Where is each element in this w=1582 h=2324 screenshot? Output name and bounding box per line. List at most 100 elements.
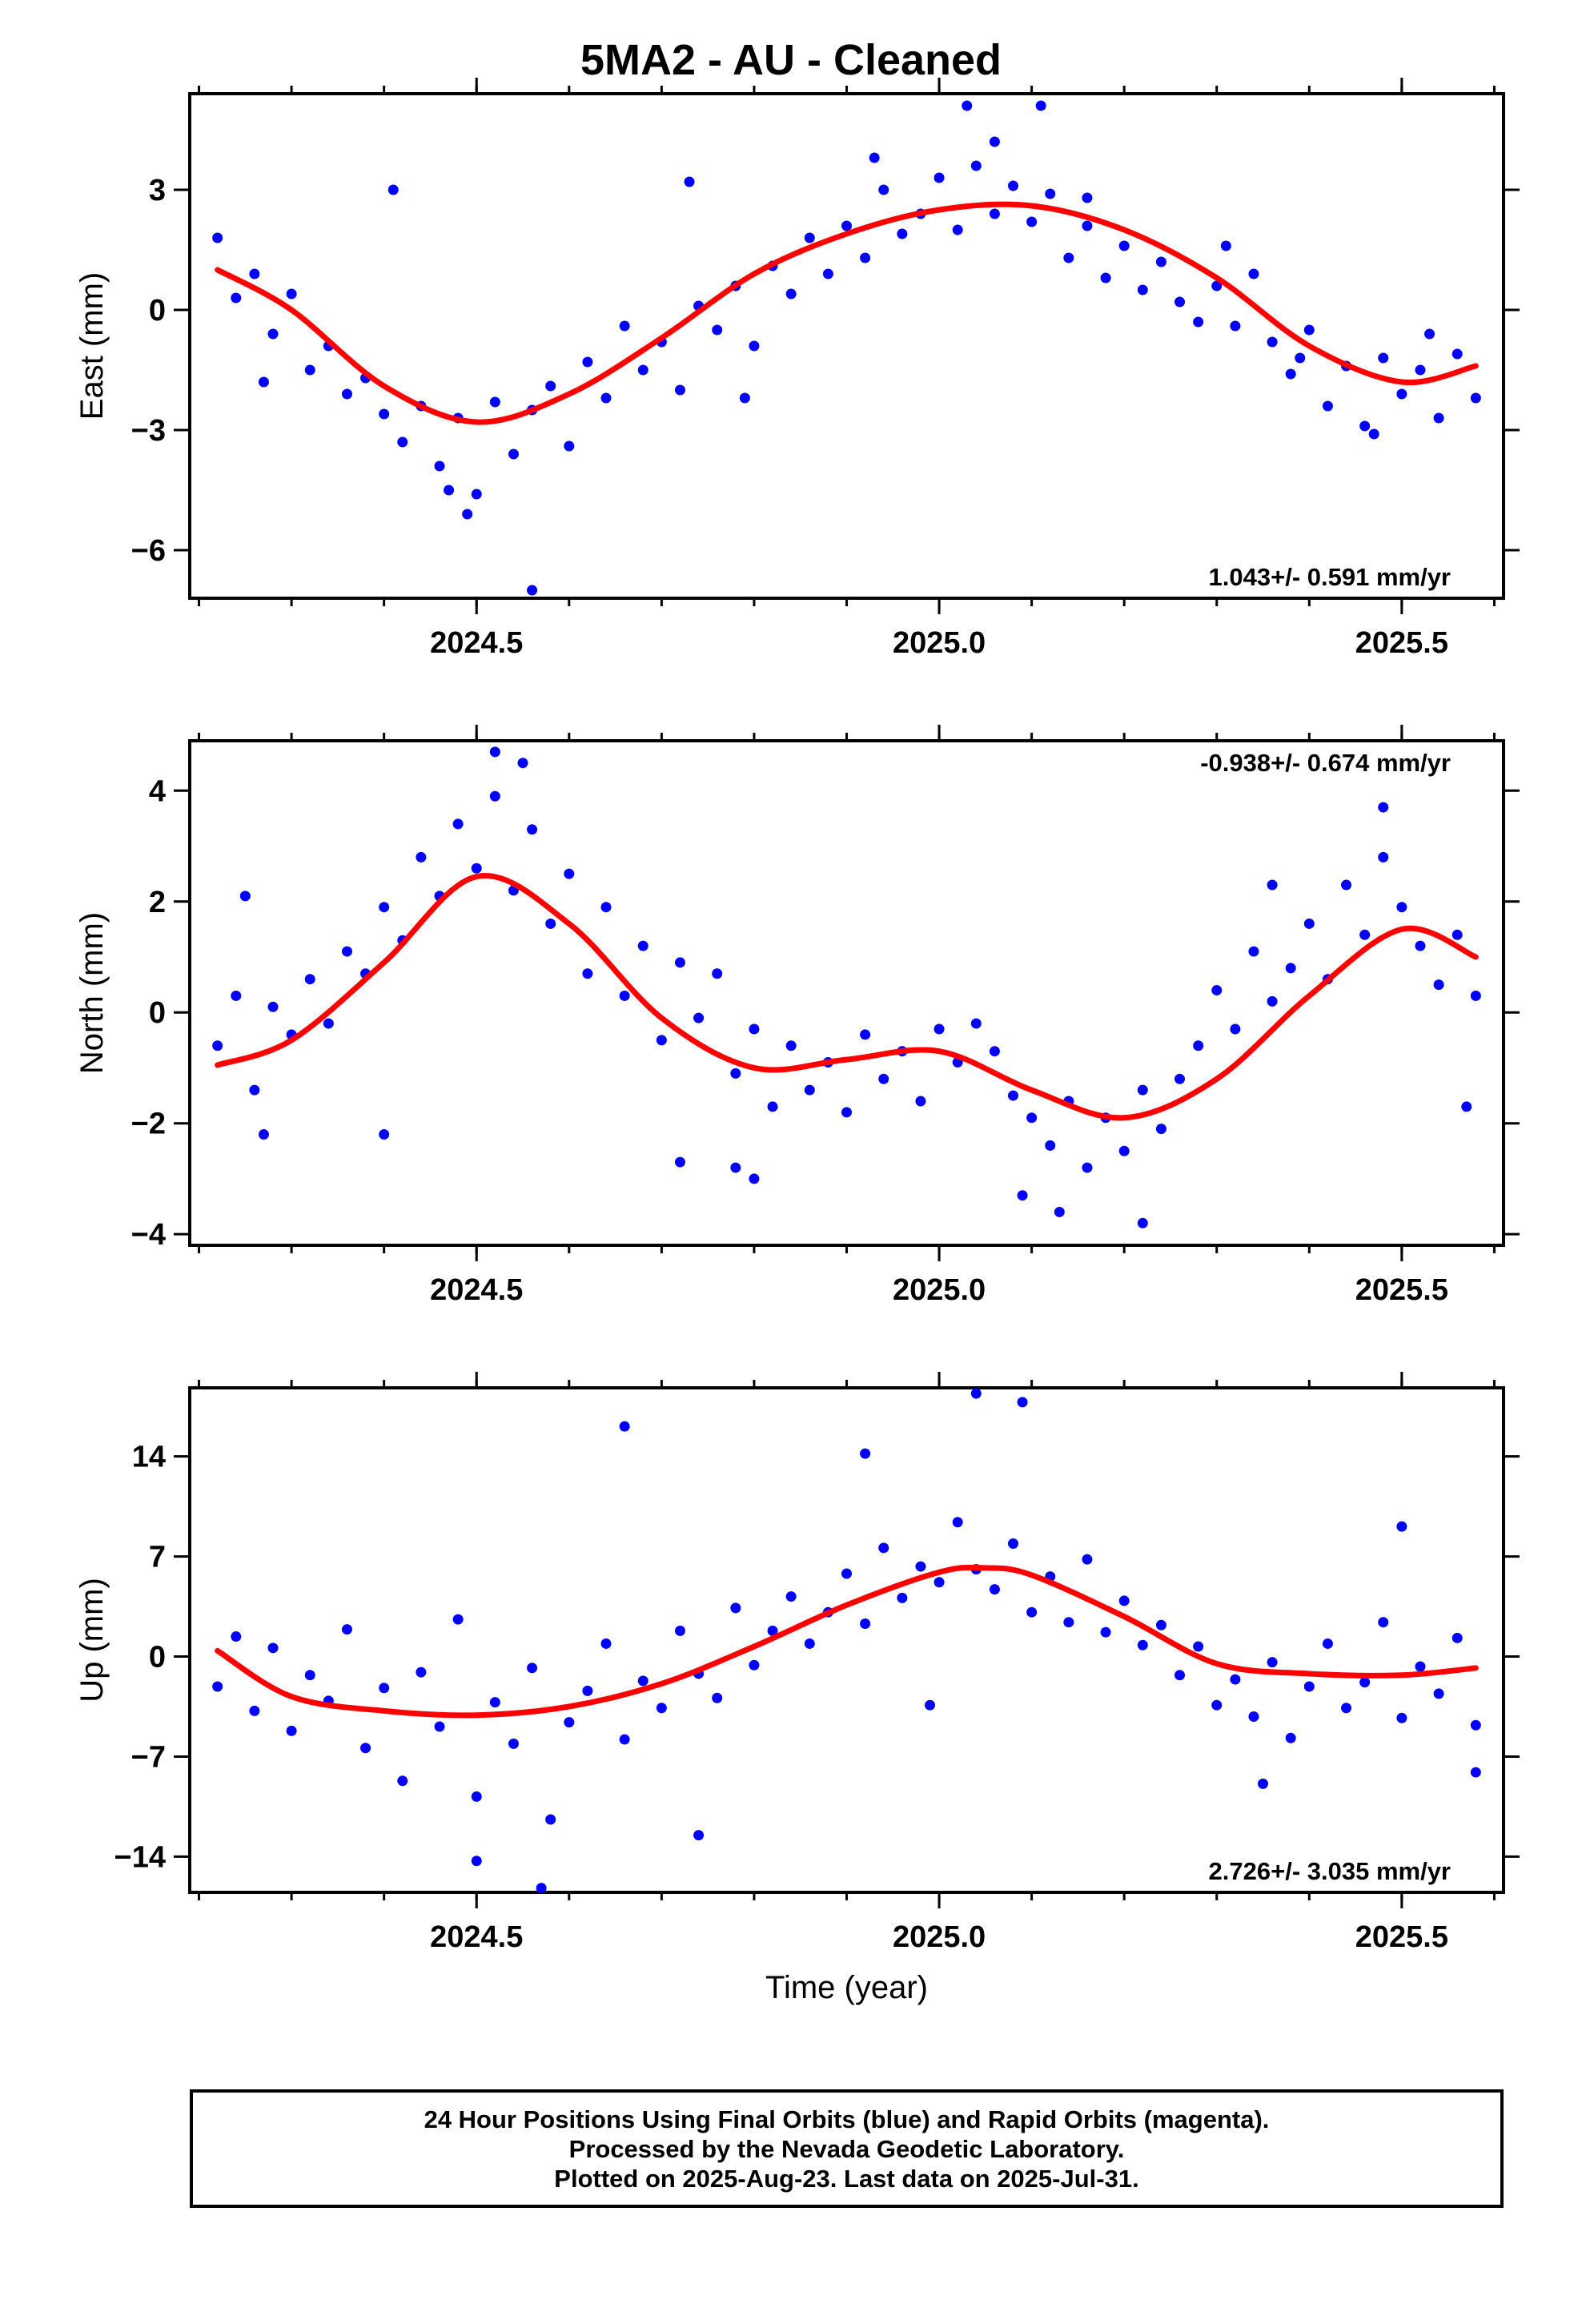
north-y-tick-label: −4 <box>131 1218 166 1252</box>
north-data-point <box>1433 979 1444 991</box>
east-data-point <box>1267 336 1278 348</box>
east-data-point <box>637 364 648 376</box>
up-data-point <box>341 1624 352 1635</box>
up-data-point <box>1137 1639 1148 1651</box>
east-fit-curve <box>215 201 1479 425</box>
up-data-point <box>1211 1699 1223 1711</box>
up-data-point <box>564 1717 575 1728</box>
east-data-point <box>860 252 871 263</box>
up-data-point <box>471 1856 482 1867</box>
east-data-point <box>804 232 815 243</box>
up-data-point <box>489 1697 500 1708</box>
north-data-point <box>785 1040 797 1051</box>
north-data-point <box>1155 1124 1166 1135</box>
north-data-point <box>582 968 593 979</box>
up-data-point <box>1017 1397 1028 1408</box>
north-data-point <box>730 1162 741 1173</box>
up-data-point <box>925 1699 936 1711</box>
east-data-point <box>545 380 556 392</box>
up-y-axis-label: Up (mm) <box>74 1578 110 1703</box>
east-data-point <box>212 232 223 243</box>
east-data-point <box>785 288 797 300</box>
up-data-point <box>619 1421 630 1432</box>
footer-line-1: 24 Hour Positions Using Final Orbits (bl… <box>424 2105 1270 2133</box>
east-data-point <box>1008 180 1019 191</box>
north-data-point <box>1137 1217 1148 1228</box>
north-data-point <box>1082 1162 1093 1173</box>
east-data-point <box>379 408 390 420</box>
east-data-point <box>444 485 455 496</box>
east-data-point <box>489 396 500 408</box>
north-data-point <box>231 990 242 1001</box>
footer-line-3: Plotted on 2025-Aug-23. Last data on 202… <box>554 2165 1139 2193</box>
north-data-point <box>674 957 685 968</box>
north-data-point <box>517 758 528 769</box>
north-data-point <box>212 1040 223 1051</box>
up-data-point <box>619 1734 630 1745</box>
east-y-tick-label: −6 <box>131 534 166 568</box>
east-data-point <box>1415 364 1426 376</box>
east-data-point <box>989 136 1000 147</box>
north-data-point <box>258 1129 269 1140</box>
up-panel: 2024.5 2025.0 2025.5 −14 −7 0 7 14 Up (mm) Time (… <box>74 1372 1520 2005</box>
up-data-point <box>582 1685 593 1696</box>
north-data-point <box>1008 1090 1019 1101</box>
east-data-point <box>897 228 908 239</box>
north-data-point <box>674 1156 685 1168</box>
north-data-point <box>693 1012 705 1023</box>
footer-line-2: Processed by the Nevada Geodetic Laborat… <box>568 2135 1125 2163</box>
east-y-tick-label: −3 <box>131 414 166 448</box>
north-data-point <box>878 1073 889 1084</box>
north-y-tick-label: 0 <box>149 996 166 1030</box>
north-data-point <box>619 990 630 1001</box>
north-data-point <box>1230 1023 1241 1035</box>
up-data-point <box>1258 1778 1269 1789</box>
up-y-tick-label: 14 <box>132 1441 166 1474</box>
east-data-point <box>1368 428 1379 440</box>
east-data-point <box>267 328 279 340</box>
east-data-point <box>749 340 760 352</box>
east-data-point <box>1155 256 1166 267</box>
north-data-point <box>527 824 538 835</box>
east-data-point <box>508 448 519 460</box>
up-x-tick-label: 2025.0 <box>893 1920 986 1954</box>
north-y-tick-label: 2 <box>149 886 166 919</box>
up-x-tick-label: 2025.5 <box>1355 1920 1448 1954</box>
up-data-point <box>934 1577 945 1588</box>
up-data-point <box>231 1631 242 1642</box>
east-data-point <box>564 440 575 452</box>
east-data-point <box>1082 192 1093 203</box>
up-data-point <box>1100 1626 1111 1638</box>
east-data-point <box>1118 240 1130 251</box>
east-data-point <box>527 585 538 596</box>
north-data-point <box>1045 1140 1056 1151</box>
up-data-point <box>249 1705 260 1716</box>
up-data-point <box>1322 1638 1333 1649</box>
north-x-tick-label: 2025.0 <box>893 1273 986 1307</box>
north-rate-label: -0.938+/- 0.674 mm/yr <box>1200 749 1451 777</box>
north-data-point <box>989 1046 1000 1057</box>
north-data-point <box>1054 1206 1065 1217</box>
north-data-point <box>1137 1084 1148 1096</box>
north-data-point <box>1396 902 1407 913</box>
up-data-point <box>1026 1606 1038 1618</box>
up-data-point <box>1452 1632 1463 1643</box>
up-data-point <box>915 1561 926 1572</box>
east-data-point <box>1359 420 1371 432</box>
north-data-point <box>1359 929 1371 940</box>
east-data-point <box>231 292 242 304</box>
east-data-point <box>1137 284 1148 296</box>
up-y-tick-label: −7 <box>131 1740 166 1774</box>
up-data-point <box>1396 1712 1407 1723</box>
north-data-point <box>1378 851 1389 862</box>
east-data-point <box>1424 328 1435 340</box>
up-data-point <box>212 1681 223 1692</box>
east-data-point <box>1026 216 1038 227</box>
north-data-point <box>860 1029 871 1040</box>
up-data-point <box>545 1814 556 1825</box>
east-data-point <box>286 288 297 300</box>
up-data-point <box>471 1791 482 1802</box>
east-data-point <box>1035 100 1046 111</box>
east-data-point <box>989 208 1000 219</box>
up-data-point <box>841 1568 852 1579</box>
